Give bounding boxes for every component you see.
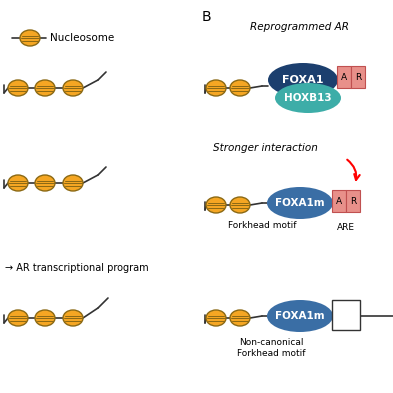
Ellipse shape [230,310,250,326]
Text: ARE: ARE [337,224,355,233]
Ellipse shape [63,175,83,191]
Ellipse shape [35,175,55,191]
Text: B: B [202,10,211,24]
Text: A: A [336,196,342,206]
Ellipse shape [35,80,55,96]
Ellipse shape [275,83,341,113]
Ellipse shape [206,80,226,96]
Text: FOXA1m: FOXA1m [275,311,325,321]
Ellipse shape [268,63,338,97]
Text: Reprogrammed AR: Reprogrammed AR [250,22,349,32]
Text: R: R [350,196,356,206]
Text: R: R [355,72,361,81]
Ellipse shape [63,310,83,326]
Text: FOXA1m: FOXA1m [275,198,325,208]
Text: → AR transcriptional program: → AR transcriptional program [5,263,149,273]
Ellipse shape [267,300,333,332]
Bar [337,66,351,88]
Text: Non-canonical
Forkhead motif: Non-canonical Forkhead motif [237,338,305,358]
Ellipse shape [267,187,333,219]
Text: Forkhead motif: Forkhead motif [228,220,296,230]
Ellipse shape [206,197,226,213]
Text: Nucleosome: Nucleosome [50,33,114,43]
Ellipse shape [8,175,28,191]
Ellipse shape [206,310,226,326]
Ellipse shape [63,80,83,96]
Text: FOXA1: FOXA1 [282,75,324,85]
Ellipse shape [230,197,250,213]
Ellipse shape [20,30,40,46]
Ellipse shape [35,310,55,326]
Ellipse shape [8,80,28,96]
Bar [351,66,365,88]
Bar [332,300,360,330]
Text: HOXB13: HOXB13 [284,93,332,103]
Text: A: A [341,72,347,81]
Ellipse shape [8,310,28,326]
Text: Stronger interaction: Stronger interaction [213,143,318,153]
Bar [346,190,360,212]
Ellipse shape [230,80,250,96]
Bar [332,190,346,212]
